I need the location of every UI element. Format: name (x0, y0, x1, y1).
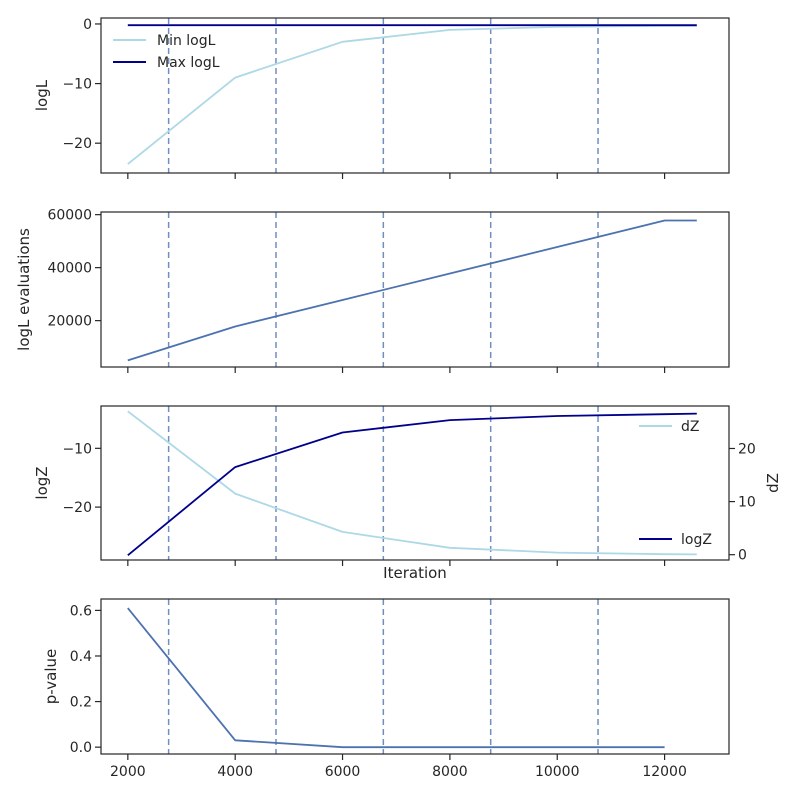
x-tick-label: 4000 (217, 764, 253, 780)
y-tick-label-right: 20 (738, 441, 756, 457)
y-tick-label: −10 (62, 77, 92, 93)
x-tick-label: 8000 (432, 764, 468, 780)
x-tick-label: 10000 (535, 764, 580, 780)
y-axis-label: p-value (42, 649, 60, 705)
y-axis-label: logL evaluations (15, 228, 33, 351)
y-axis-label-right: dZ (764, 473, 782, 493)
legend-label: logZ (681, 532, 712, 548)
panel-3: −10 −20 0 10 20 dZ logZ Iteration dZ logZ (33, 405, 782, 582)
series-line-dz (127, 410, 697, 556)
y-tick-label: 40000 (47, 261, 92, 277)
panel-2: 20000 40000 60000 logL evaluations (15, 208, 730, 373)
legend-label: dZ (681, 419, 699, 435)
y-tick-label: 0.0 (70, 740, 92, 756)
axes-frame (100, 17, 730, 174)
panel-1: 0 −10 −20 logL Min logL Max logL (33, 17, 730, 179)
series-line-1 (127, 219, 697, 362)
y-tick-label: 20000 (47, 314, 92, 330)
legend-label: Min logL (157, 33, 216, 49)
y-axis-label: logZ (33, 466, 51, 499)
axes-frame (100, 405, 730, 561)
x-tick-label: 2000 (110, 764, 146, 780)
y-tick-label-right: 0 (738, 548, 747, 564)
y-tick-label: −10 (62, 441, 92, 457)
x-tick-label: 12000 (642, 764, 687, 780)
x-axis-label: Iteration (383, 564, 447, 582)
y-tick-label: −20 (62, 136, 92, 152)
legend-label: Max logL (157, 55, 220, 71)
y-tick-label: −20 (62, 500, 92, 516)
series-line-1 (127, 607, 665, 749)
axes-frame (100, 598, 730, 755)
x-tick-label: 6000 (325, 764, 361, 780)
y-tick-label: 0.2 (70, 695, 92, 711)
y-tick-label-right: 10 (738, 495, 756, 511)
y-tick-label: 0.4 (70, 649, 92, 665)
y-tick-label: 0.6 (70, 603, 92, 619)
panel-4: 2000 4000 6000 8000 10000 12000 0.0 0.2 0.4 0.6 p-… (42, 598, 730, 780)
axes-frame (100, 211, 730, 368)
y-axis-label: logL (33, 79, 51, 111)
y-tick-label: 60000 (47, 208, 92, 224)
y-tick-label: 0 (83, 17, 92, 33)
series-line-logz (127, 412, 697, 556)
